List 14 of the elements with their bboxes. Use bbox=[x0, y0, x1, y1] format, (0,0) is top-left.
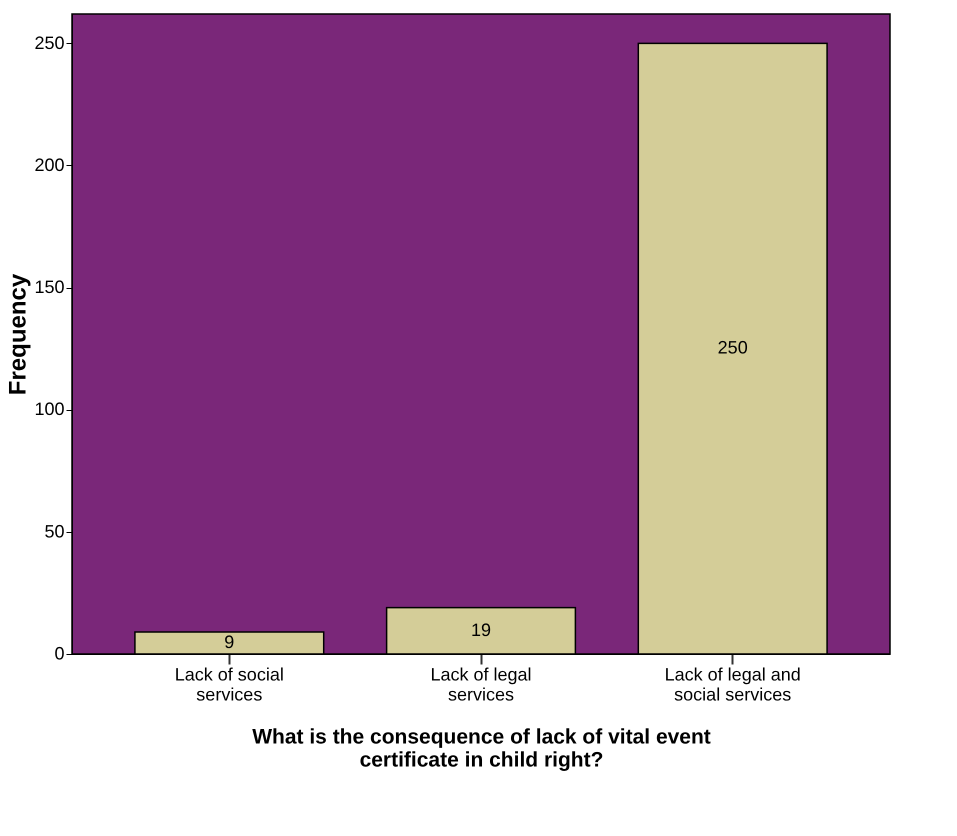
y-tick-label: 100 bbox=[34, 399, 64, 420]
y-axis-title: Frequency bbox=[4, 273, 32, 396]
y-tick-label: 250 bbox=[34, 32, 64, 53]
x-tick-label: Lack of social services bbox=[174, 664, 284, 704]
data-label: 19 bbox=[470, 620, 492, 640]
x-tick-label: Lack of legal and social services bbox=[664, 664, 801, 704]
x-tick-label: Lack of legal services bbox=[430, 664, 532, 704]
data-label: 250 bbox=[718, 338, 748, 358]
data-label: 9 bbox=[224, 632, 234, 652]
y-tick-label: 50 bbox=[44, 521, 64, 542]
y-tick-label: 200 bbox=[34, 154, 64, 175]
y-tick-label: 0 bbox=[54, 644, 64, 664]
x-axis-title: What is the consequence of lack of vital event certificate in child right? bbox=[252, 726, 711, 772]
y-tick-label: 150 bbox=[34, 277, 64, 298]
